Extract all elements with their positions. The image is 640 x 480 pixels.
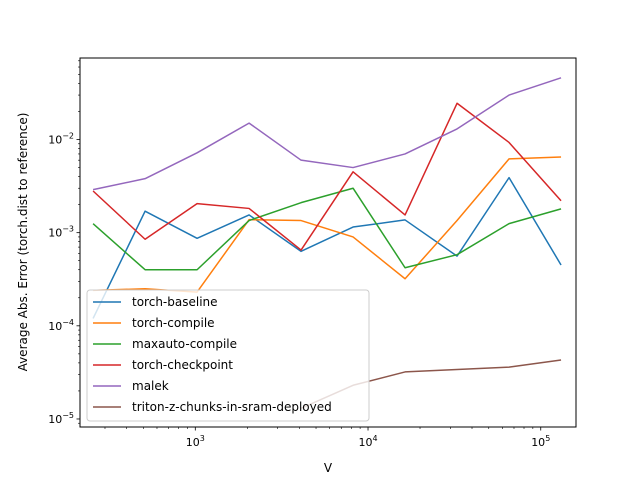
legend-label-maxauto-compile: maxauto-compile (132, 337, 237, 351)
legend-label-torch-checkpoint: torch-checkpoint (132, 358, 233, 372)
legend: torch-baseline torch-compile maxauto-compi… (86, 289, 370, 422)
legend-box (86, 289, 370, 422)
series-line-malek (92, 77, 562, 191)
x-tick-label: 105 (531, 434, 550, 449)
x-axis-label: V (324, 461, 333, 475)
y-axis-label: Average Abs. Error (torch.dist to refere… (16, 113, 30, 372)
plot-frame (79, 57, 577, 428)
legend-label-malek: malek (132, 379, 169, 393)
x-tick-label: 103 (186, 434, 205, 449)
legend-label-torch-compile: torch-compile (132, 316, 215, 330)
y-axis: 10−5 10−4 10−3 10−2 (48, 60, 80, 426)
series-line-torch-baseline (92, 176, 562, 319)
y-tick-label: 10−4 (48, 318, 74, 333)
series-line-maxauto-compile (92, 187, 562, 271)
legend-label-torch-baseline: torch-baseline (132, 295, 218, 309)
x-tick-label: 104 (358, 434, 377, 449)
y-tick-label: 10−5 (48, 411, 74, 426)
legend-label-triton-z-chunks-in-sram-deployed: triton-z-chunks-in-sram-deployed (132, 400, 332, 414)
x-axis: 103 104 105 (104, 427, 550, 449)
y-tick-label: 10−2 (48, 132, 74, 147)
y-tick-label: 10−3 (48, 225, 74, 240)
series-line-torch-checkpoint (92, 102, 562, 251)
